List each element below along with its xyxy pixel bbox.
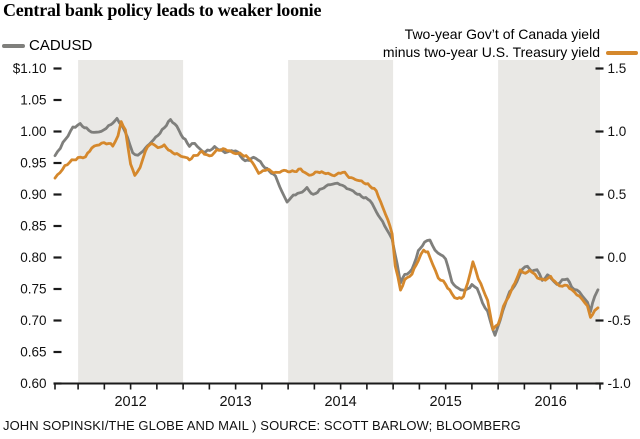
left-axis-label: 0.90 (20, 187, 46, 202)
right-axis-label: 1.0 (608, 124, 627, 139)
legend-cadusd: CADUSD (2, 37, 92, 54)
left-axis-label: 0.95 (20, 156, 46, 171)
left-axis-label: 0.85 (20, 219, 46, 234)
left-axis-label: $1.10 (13, 61, 47, 76)
left-axis-label: 1.05 (20, 93, 46, 108)
credit-line: JOHN SOPINSKI/THE GLOBE AND MAIL ) SOURC… (3, 418, 521, 433)
x-axis-year-label: 2014 (324, 394, 356, 410)
cadusd-line-swatch (2, 43, 25, 48)
shaded-year-band (78, 60, 184, 384)
left-axis-label: 1.00 (20, 124, 46, 139)
right-axis-label: -0.5 (608, 313, 631, 328)
left-axis-label: 0.65 (20, 345, 46, 360)
left-axis-label: 0.60 (20, 376, 46, 391)
chart-title: Central bank policy leads to weaker loon… (3, 0, 322, 20)
right-axis-label: -1.0 (608, 376, 631, 391)
left-axis-label: 0.70 (20, 313, 46, 328)
x-axis-year-label: 2012 (114, 394, 146, 410)
line-chart: $1.10 1.05 1.00 0.95 0.90 0.85 0.80 0.75 0.70 0.6… (13, 60, 631, 410)
spread-legend-line2: minus two-year U.S. Treasury yield (382, 44, 600, 60)
shaded-year-band (288, 60, 394, 384)
right-axis-label: 0.5 (608, 187, 627, 202)
left-axis-label: 0.80 (20, 250, 46, 265)
shaded-year-band (498, 60, 600, 384)
x-axis-year-label: 2013 (219, 394, 251, 410)
legend-spread: Two-year Gov’t of Canada yield minus two… (383, 25, 638, 61)
spread-line-swatch (606, 51, 638, 55)
spread-legend-label: Two-year Gov’t of Canada yield minus two… (383, 25, 600, 61)
right-axis-label: 1.5 (608, 61, 627, 76)
left-axis-label: 0.75 (20, 282, 46, 297)
spread-legend-line1: Two-year Gov’t of Canada yield (404, 26, 600, 42)
cadusd-legend-label: CADUSD (29, 37, 93, 54)
right-axis-label: 0.0 (608, 250, 627, 265)
x-axis-year-label: 2016 (535, 394, 567, 410)
x-axis-year-label: 2015 (430, 394, 462, 410)
spread-line (53, 120, 600, 331)
